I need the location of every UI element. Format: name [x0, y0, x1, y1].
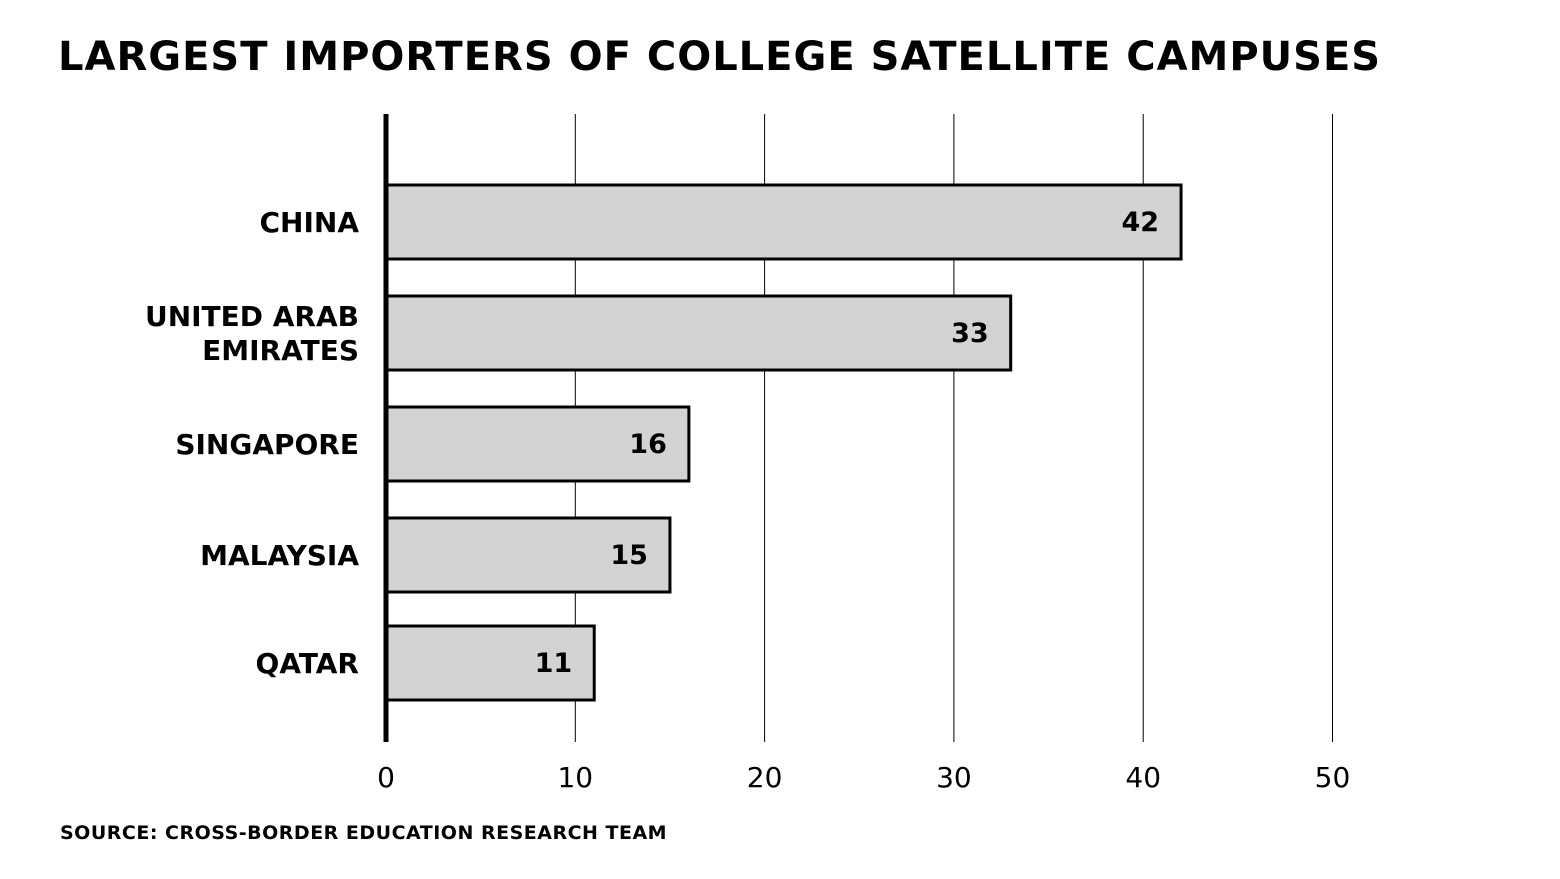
x-tick-label: 30 [936, 761, 972, 794]
x-tick-label: 40 [1125, 761, 1161, 794]
bars [384, 183, 1183, 702]
category-label: UNITED ARAB [145, 300, 359, 333]
x-tick-label: 50 [1315, 761, 1351, 794]
bar-value-label: 33 [951, 318, 989, 349]
category-label: SINGAPORE [175, 428, 359, 461]
category-label: MALAYSIA [200, 539, 359, 572]
bar [384, 516, 672, 594]
category-label: EMIRATES [202, 334, 359, 367]
category-label: CHINA [259, 206, 359, 239]
chart-title: LARGEST IMPORTERS OF COLLEGE SATELLITE C… [58, 34, 1382, 80]
x-axis-ticks: 0 10 20 30 40 50 [377, 761, 1350, 794]
bar-value-label: 42 [1121, 207, 1159, 238]
chart-source: SOURCE: CROSS-BORDER EDUCATION RESEARCH … [60, 822, 668, 844]
x-tick-label: 0 [377, 761, 395, 794]
bar-value-label: 11 [535, 648, 573, 679]
bar [384, 294, 1013, 372]
x-tick-label: 20 [747, 761, 783, 794]
category-label: QATAR [256, 647, 359, 680]
bar [384, 624, 596, 702]
bar [384, 183, 1183, 261]
x-tick-label: 10 [557, 761, 593, 794]
bar-value-label: 16 [629, 429, 667, 460]
value-labels: 42 33 16 15 11 [535, 207, 1159, 679]
bar-value-label: 15 [610, 540, 648, 571]
